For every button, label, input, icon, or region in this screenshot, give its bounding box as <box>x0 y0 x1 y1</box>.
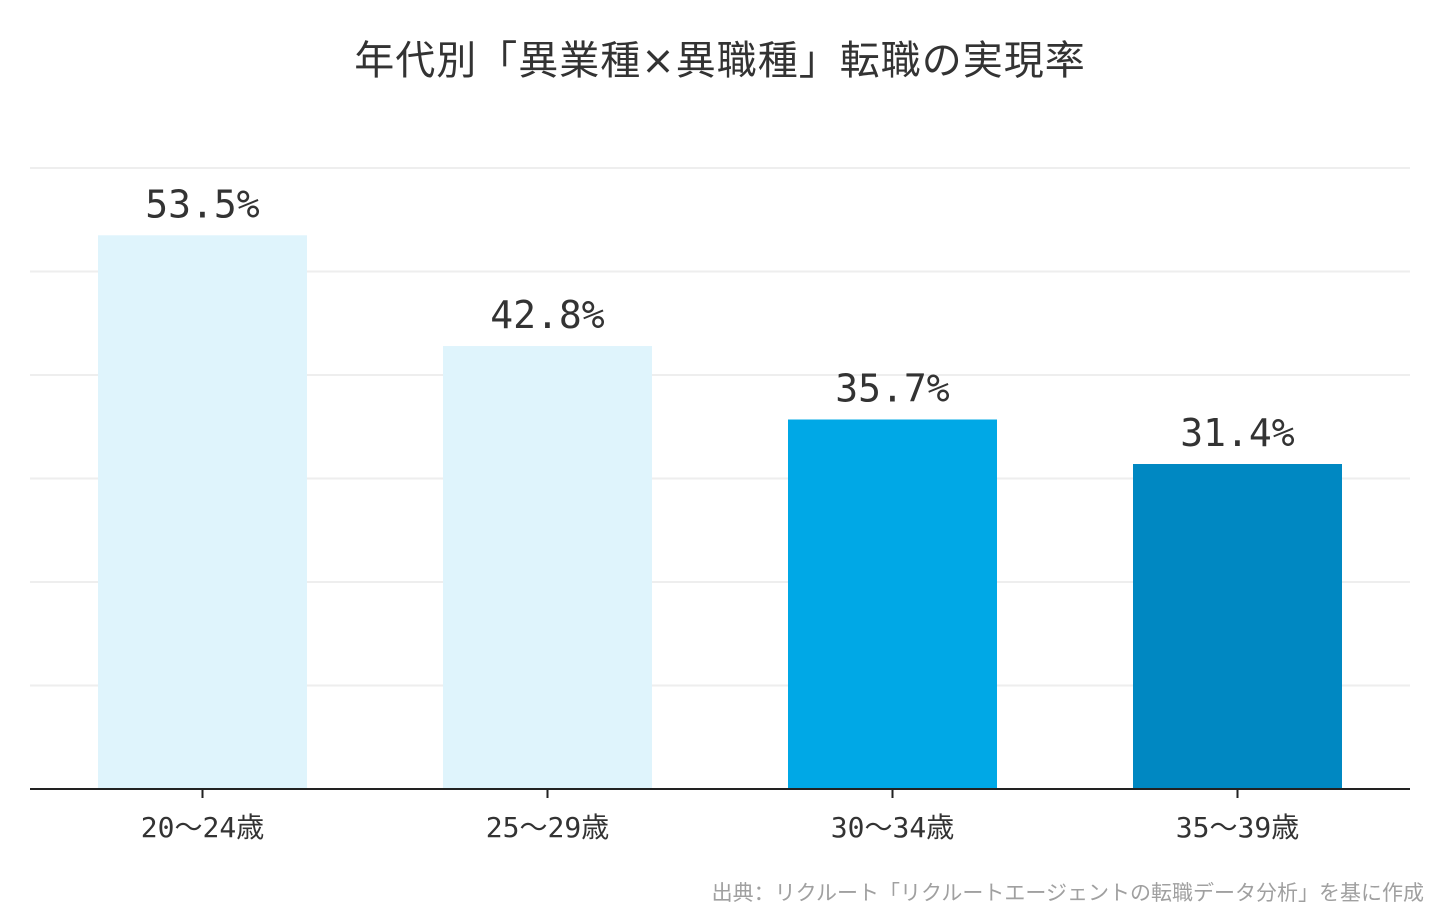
value-labels: 53.5% 42.8% 35.7% 31.4% <box>145 182 1295 455</box>
bar <box>98 235 307 789</box>
chart-title: 年代別「異業種×異職種」転職の実現率 <box>354 38 1086 84</box>
bar <box>788 419 997 789</box>
data-label: 42.8% <box>490 293 605 337</box>
x-tick-label: 20〜24歳 <box>141 811 264 844</box>
x-axis <box>30 788 1410 798</box>
bar <box>443 346 652 789</box>
bar <box>1133 464 1342 789</box>
x-tick-labels: 20〜24歳 25〜29歳 30〜34歳 35〜39歳 <box>141 811 1299 844</box>
x-tick-label: 35〜39歳 <box>1176 811 1299 844</box>
data-label: 53.5% <box>145 182 260 226</box>
data-label: 35.7% <box>835 367 950 411</box>
data-label: 31.4% <box>1180 411 1295 455</box>
bars <box>98 235 1342 789</box>
source-note: 出典：リクルート「リクルートエージェントの転職データ分析」を基に作成 <box>711 881 1424 905</box>
x-tick-label: 30〜34歳 <box>831 811 954 844</box>
x-tick-label: 25〜29歳 <box>486 811 609 844</box>
